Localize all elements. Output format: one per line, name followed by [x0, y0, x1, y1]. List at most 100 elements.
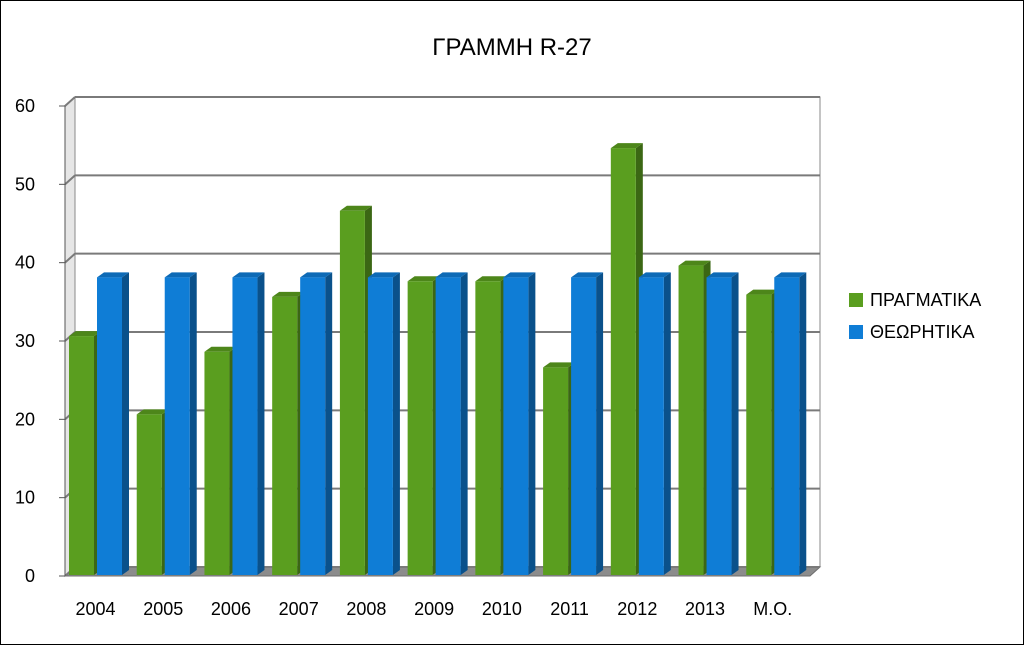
- bar-top: [475, 276, 508, 282]
- bar-front: [300, 277, 326, 575]
- legend-swatch: [849, 325, 863, 339]
- bar-top: [164, 272, 197, 278]
- bar-front: [272, 296, 298, 575]
- bar-ΘΕΩΡΗΤΙΚΑ-2009: [435, 272, 468, 575]
- y-tick-label: 10: [15, 488, 35, 508]
- bar-front: [543, 367, 569, 575]
- bar-front: [706, 277, 732, 575]
- bar-ΘΕΩΡΗΤΙΚΑ-2007: [300, 272, 333, 575]
- x-tick-label: 2004: [75, 599, 115, 619]
- bar-front: [339, 210, 365, 575]
- bar-side: [799, 272, 807, 575]
- bar-top: [136, 409, 169, 415]
- bar-top: [97, 272, 129, 278]
- y-tick-label: 0: [25, 566, 35, 586]
- bar-front: [367, 277, 393, 575]
- x-tick-label: 2010: [482, 599, 522, 619]
- x-tick-label: 2005: [143, 599, 183, 619]
- bar-front: [97, 277, 122, 575]
- bar-front: [69, 336, 94, 575]
- ticks-layer: 0 10 20 30 40 50 60 2004 2005 2006 2007 2008 2009 201…: [15, 96, 792, 619]
- bar-top: [232, 272, 265, 278]
- bar-side: [122, 272, 129, 575]
- bar-ΠΡΑΓΜΑΤΙΚΑ-2011: [543, 362, 576, 575]
- bar-top: [610, 143, 643, 149]
- gridline-side: [64, 252, 76, 264]
- bar-front: [435, 277, 461, 575]
- bar-front: [503, 277, 529, 575]
- bar-side: [596, 272, 604, 575]
- bar-top: [204, 346, 237, 352]
- gridline-side: [64, 96, 76, 107]
- bar-top: [69, 331, 101, 337]
- bar-front: [571, 277, 597, 575]
- bars-layer: [69, 143, 807, 576]
- y-tick-label: 20: [15, 409, 35, 429]
- bar-top: [638, 272, 671, 278]
- bar-front: [678, 265, 704, 575]
- bar-top: [339, 205, 372, 211]
- x-tick-label: 2012: [617, 599, 657, 619]
- bar-ΠΡΑΓΜΑΤΙΚΑ-2010: [475, 276, 508, 575]
- bar-ΠΡΑΓΜΑΤΙΚΑ-2006: [204, 346, 237, 575]
- bar-ΠΡΑΓΜΑΤΙΚΑ-2008: [339, 205, 372, 575]
- bar-ΠΡΑΓΜΑΤΙΚΑ-2007: [272, 291, 305, 575]
- legend: ΠΡΑΓΜΑΤΙΚΑ ΘΕΩΡΗΤΙΚΑ: [849, 290, 981, 342]
- bar-top: [678, 260, 711, 266]
- bar-ΘΕΩΡΗΤΙΚΑ-2004: [97, 272, 129, 575]
- bar-top: [503, 272, 536, 278]
- bar-top: [272, 291, 305, 297]
- bar-top: [543, 362, 576, 368]
- bar-top: [774, 272, 807, 278]
- bar-ΠΡΑΓΜΑΤΙΚΑ-2004: [69, 331, 101, 575]
- bar-ΘΕΩΡΗΤΙΚΑ-Μ.Ο.: [774, 272, 807, 575]
- bar-ΘΕΩΡΗΤΙΚΑ-2008: [367, 272, 400, 575]
- bar-front: [638, 277, 664, 575]
- bar-ΘΕΩΡΗΤΙΚΑ-2012: [638, 272, 671, 575]
- bar-front: [774, 277, 800, 575]
- legend-label: ΠΡΑΓΜΑΤΙΚΑ: [870, 290, 981, 310]
- x-tick-label: 2006: [211, 599, 251, 619]
- bar-top: [367, 272, 400, 278]
- legend-swatch: [849, 293, 863, 307]
- y-tick-label: 50: [15, 174, 35, 194]
- x-tick-label: 2009: [414, 599, 454, 619]
- x-tick-label: 2008: [346, 599, 386, 619]
- bar-top: [435, 272, 468, 278]
- y-tick-label: 40: [15, 253, 35, 273]
- bar-side: [663, 272, 671, 575]
- bar-side: [528, 272, 536, 575]
- bar-side: [392, 272, 400, 575]
- bar-front: [407, 281, 433, 575]
- bar-ΠΡΑΓΜΑΤΙΚΑ-2013: [678, 260, 711, 575]
- bar-top: [746, 289, 779, 295]
- bar-side: [460, 272, 468, 575]
- bar-side: [189, 272, 197, 575]
- bar-ΠΡΑΓΜΑΤΙΚΑ-2005: [136, 409, 169, 575]
- y-tick-label: 30: [15, 331, 35, 351]
- bar-front: [610, 148, 636, 576]
- bar-ΠΡΑΓΜΑΤΙΚΑ-2012: [610, 143, 643, 576]
- bar-front: [232, 277, 258, 575]
- bar-ΘΕΩΡΗΤΙΚΑ-2010: [503, 272, 536, 575]
- x-tick-label: 2013: [685, 599, 725, 619]
- bar-ΠΡΑΓΜΑΤΙΚΑ-2009: [407, 276, 440, 575]
- bar-front: [204, 351, 230, 575]
- bar-top: [300, 272, 333, 278]
- chart-title: ΓΡΑΜΜΗ R-27: [432, 34, 591, 61]
- bar-front: [746, 294, 772, 575]
- bar-top: [706, 272, 739, 278]
- bar-side: [731, 272, 739, 575]
- bar-ΘΕΩΡΗΤΙΚΑ-2011: [571, 272, 604, 575]
- bar-side: [257, 272, 265, 575]
- bar-ΘΕΩΡΗΤΙΚΑ-2006: [232, 272, 265, 575]
- x-tick-label: Μ.Ο.: [753, 599, 792, 619]
- legend-label: ΘΕΩΡΗΤΙΚΑ: [870, 322, 974, 342]
- bar-side: [325, 272, 333, 575]
- y-tick-label: 60: [15, 96, 35, 116]
- bar-front: [164, 277, 190, 575]
- bar-ΘΕΩΡΗΤΙΚΑ-2005: [164, 272, 197, 575]
- bar-front: [136, 414, 162, 575]
- bar-ΠΡΑΓΜΑΤΙΚΑ-Μ.Ο.: [746, 289, 779, 575]
